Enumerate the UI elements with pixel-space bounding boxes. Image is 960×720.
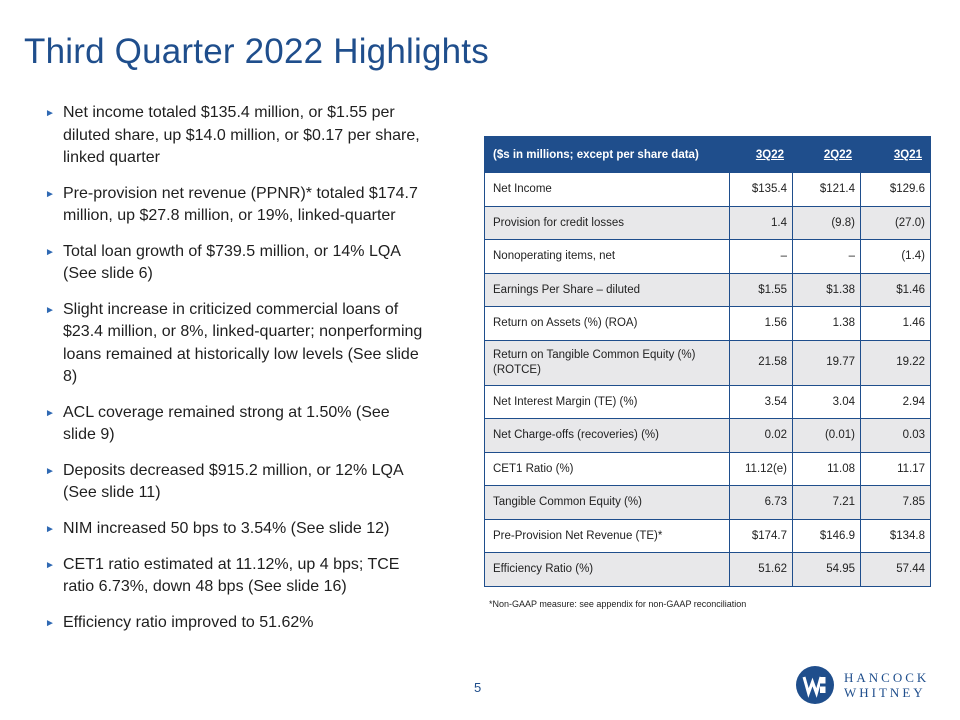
cell-value: 7.21 [792,485,861,520]
row-label: Net Interest Margin (TE) (%) [484,384,730,419]
cell-value: $1.55 [729,272,793,307]
table-row: Pre-Provision Net Revenue (TE)* $174.7 $14… [484,518,931,553]
row-label: Return on Tangible Common Equity (%) (RO… [484,339,730,386]
financial-summary-table: ($s in millions; except per share data) … [484,136,931,587]
cell-value: 0.03 [860,418,931,453]
cell-value: 21.58 [729,339,793,386]
triangle-bullet-icon: ► [45,617,55,629]
cell-value: $134.8 [860,518,931,553]
cell-value: $121.4 [792,172,861,207]
row-label: Net Income [484,172,730,207]
cell-value: 1.4 [729,205,793,240]
cell-value: $1.46 [860,272,931,307]
company-logo: HANCOCK WHITNEY [796,666,929,704]
header-3q21: 3Q21 [860,136,931,173]
cell-value: 2.94 [860,384,931,419]
cell-value: (27.0) [860,205,931,240]
cell-value: 1.56 [729,306,793,341]
row-label: Earnings Per Share – diluted [484,272,730,307]
cell-value: $174.7 [729,518,793,553]
cell-value: 3.54 [729,384,793,419]
cell-value: $146.9 [792,518,861,553]
row-label: Net Charge-offs (recoveries) (%) [484,418,730,453]
logo-wordmark: HANCOCK WHITNEY [844,670,929,700]
triangle-bullet-icon: ► [45,465,55,477]
table-row: Tangible Common Equity (%) 6.73 7.21 7.85 [484,485,931,520]
header-2q22: 2Q22 [792,136,861,173]
slide-title: Third Quarter 2022 Highlights [24,32,489,71]
cell-value: 0.02 [729,418,793,453]
row-label: Pre-Provision Net Revenue (TE)* [484,518,730,553]
highlight-item: ► Deposits decreased $915.2 million, or 1… [45,461,403,502]
footnote: *Non-GAAP measure: see appendix for non-… [489,599,747,609]
cell-value: – [729,239,793,274]
highlights-list: ► Net income totaled $135.4 million, or $… [45,102,425,648]
highlight-item: ► Slight increase in criticized commercia… [45,300,423,386]
triangle-bullet-icon: ► [45,407,55,419]
table-row: Efficiency Ratio (%) 51.62 54.95 57.44 [484,552,931,587]
triangle-bullet-icon: ► [45,108,55,119]
cell-value: 6.73 [729,485,793,520]
highlight-item: ► NIM increased 50 bps to 3.54% (See slid… [45,518,425,541]
highlight-item: ► Total loan growth of $739.5 million, or… [45,242,401,283]
row-label: Return on Assets (%) (ROA) [484,306,730,341]
row-label: Efficiency Ratio (%) [484,552,730,587]
logo-line-2: WHITNEY [844,685,926,700]
cell-value: 11.08 [792,451,861,486]
cell-value: 11.12(e) [729,451,793,486]
cell-value: (1.4) [860,239,931,274]
cell-value: $135.4 [729,172,793,207]
highlight-item: ► ACL coverage remained strong at 1.50% (… [45,403,390,444]
cell-value: (0.01) [792,418,861,453]
table-row: CET1 Ratio (%) 11.12(e) 11.08 11.17 [484,451,931,486]
header-3q22: 3Q22 [729,136,793,173]
cell-value: $1.38 [792,272,861,307]
cell-value: 1.46 [860,306,931,341]
cell-value: 54.95 [792,552,861,587]
cell-value: 51.62 [729,552,793,587]
cell-value: 1.38 [792,306,861,341]
triangle-bullet-icon: ► [45,188,55,200]
cell-value: 19.22 [860,339,931,386]
table-row: Net Income $135.4 $121.4 $129.6 [484,172,931,207]
hancock-whitney-w-icon [796,666,834,704]
row-label: CET1 Ratio (%) [484,451,730,486]
triangle-bullet-icon: ► [45,304,55,316]
table-header-row: ($s in millions; except per share data) … [484,136,931,173]
table-row: Return on Tangible Common Equity (%) (RO… [484,339,931,386]
header-label: ($s in millions; except per share data) [484,136,730,173]
cell-value: 57.44 [860,552,931,587]
highlight-item: ► Net income totaled $135.4 million, or $… [45,104,420,166]
row-label: Provision for credit losses [484,205,730,240]
cell-value: 7.85 [860,485,931,520]
triangle-bullet-icon: ► [45,559,55,571]
page-number: 5 [474,680,482,695]
triangle-bullet-icon: ► [45,246,55,258]
logo-line-1: HANCOCK [844,670,930,685]
highlight-item: ► Pre-provision net revenue (PPNR)* total… [45,184,418,225]
table-row: Net Charge-offs (recoveries) (%) 0.02 (0.0… [484,418,931,453]
highlight-item: ► Efficiency ratio improved to 51.62% [45,612,425,635]
row-label: Nonoperating items, net [484,239,730,274]
cell-value: (9.8) [792,205,861,240]
triangle-bullet-icon: ► [45,523,55,535]
table-row: Earnings Per Share – diluted $1.55 $1.38 $1… [484,272,931,307]
highlight-item: ► CET1 ratio estimated at 11.12%, up 4 bp… [45,555,400,596]
cell-value: $129.6 [860,172,931,207]
table-row: Nonoperating items, net – – (1.4) [484,239,931,274]
row-label: Tangible Common Equity (%) [484,485,730,520]
cell-value: 11.17 [860,451,931,486]
cell-value: – [792,239,861,274]
table-row: Provision for credit losses 1.4 (9.8) (27.0… [484,205,931,240]
table-row: Return on Assets (%) (ROA) 1.56 1.38 1.46 [484,306,931,341]
table-row: Net Interest Margin (TE) (%) 3.54 3.04 2.94 [484,384,931,419]
cell-value: 3.04 [792,384,861,419]
cell-value: 19.77 [792,339,861,386]
